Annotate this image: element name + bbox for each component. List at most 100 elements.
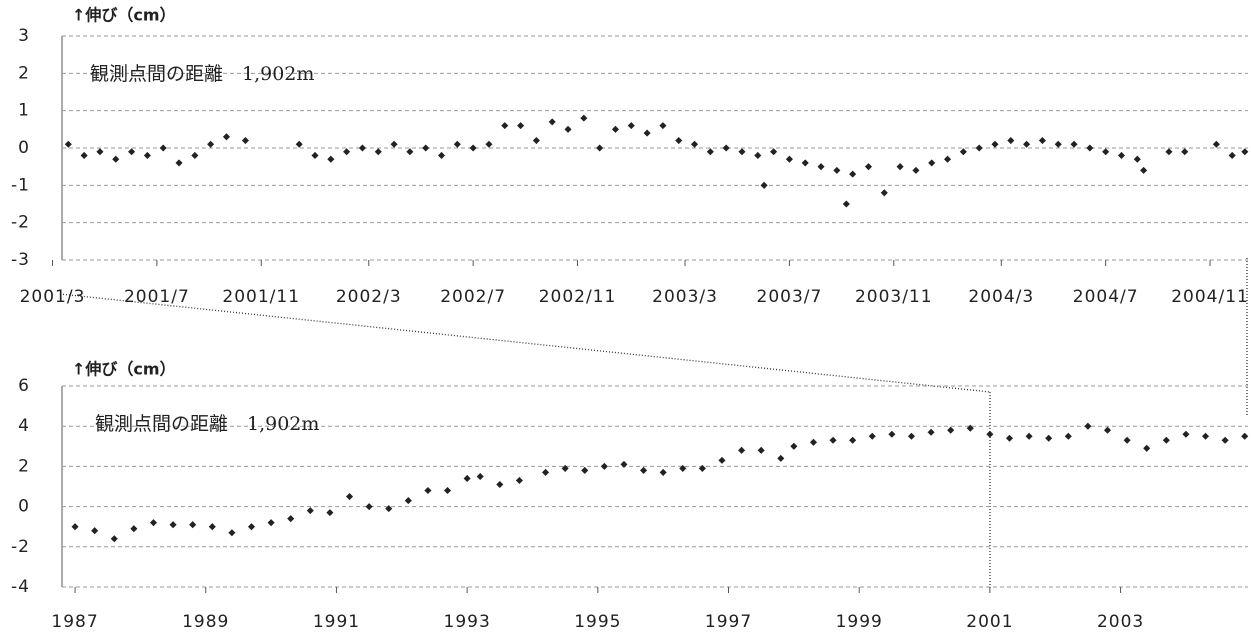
- point: [1133, 155, 1141, 163]
- point: [358, 144, 366, 152]
- point: [698, 464, 706, 472]
- point: [287, 515, 295, 523]
- point: [907, 432, 916, 440]
- point: [1212, 140, 1220, 148]
- point: [437, 151, 446, 160]
- point: [738, 446, 746, 454]
- x-tick-label: 2001: [966, 612, 1013, 632]
- y-tick-label: 6: [18, 376, 30, 396]
- point: [1201, 432, 1210, 440]
- y-tick-label: -2: [11, 213, 30, 233]
- point: [1241, 148, 1249, 156]
- point: [849, 436, 857, 444]
- point: [463, 474, 471, 482]
- point: [643, 129, 651, 137]
- point: [327, 155, 335, 163]
- point: [880, 189, 888, 197]
- point: [267, 519, 275, 527]
- point: [1143, 444, 1151, 452]
- point: [453, 140, 461, 148]
- y-tick-label: 2: [18, 63, 30, 83]
- y-axis-label: ↑伸び（cm）: [72, 360, 176, 379]
- point: [469, 144, 477, 152]
- x-tick-label: 1989: [182, 612, 229, 632]
- x-tick-label: 1993: [444, 612, 491, 632]
- x-tick-label: 2001/7: [124, 287, 190, 307]
- point: [343, 148, 351, 156]
- point: [620, 460, 628, 468]
- point: [1086, 144, 1094, 152]
- point: [1102, 148, 1110, 156]
- point: [627, 122, 635, 130]
- point: [476, 472, 484, 480]
- point: [659, 122, 667, 130]
- point: [1038, 136, 1046, 145]
- x-tick-label: 2004/7: [1073, 287, 1139, 307]
- point: [406, 148, 414, 156]
- point: [611, 125, 620, 133]
- point: [809, 438, 817, 446]
- x-tick-label: 2003: [1097, 612, 1144, 632]
- y-tick-label: -2: [11, 537, 30, 557]
- y-tick-label: 2: [18, 456, 30, 476]
- x-tick-label: 2004/11: [1171, 287, 1249, 307]
- point: [986, 430, 994, 438]
- point: [1117, 151, 1126, 160]
- point: [722, 144, 730, 152]
- point: [1241, 432, 1249, 440]
- x-tick-label: 1987: [51, 612, 98, 632]
- point: [422, 144, 430, 152]
- point: [326, 509, 334, 517]
- point: [690, 140, 699, 148]
- point: [1045, 434, 1053, 442]
- point: [71, 523, 79, 531]
- point: [561, 464, 569, 472]
- point: [1221, 436, 1229, 444]
- point: [868, 432, 876, 440]
- point: [864, 163, 873, 171]
- annotation: 観測点間の距離 1,902m: [90, 63, 314, 85]
- point: [785, 155, 793, 163]
- zoom-connector: [59, 293, 991, 393]
- point: [247, 523, 256, 531]
- point: [888, 430, 896, 438]
- point: [912, 166, 920, 174]
- point: [390, 140, 398, 148]
- point: [928, 159, 936, 167]
- x-tick-label: 2003/3: [652, 287, 718, 307]
- point: [295, 140, 303, 148]
- x-tick-label: 1991: [313, 612, 360, 632]
- point: [191, 151, 199, 160]
- y-tick-label: -4: [11, 577, 30, 597]
- point: [580, 114, 588, 122]
- point: [1140, 166, 1148, 174]
- point: [849, 170, 857, 178]
- point: [1181, 148, 1189, 156]
- x-tick-label: 2001/11: [222, 287, 300, 307]
- point: [738, 148, 746, 156]
- point: [80, 151, 88, 160]
- point: [365, 503, 373, 511]
- point: [110, 535, 118, 543]
- point: [1025, 432, 1033, 440]
- y-tick-label: -3: [11, 250, 30, 270]
- point: [1123, 436, 1131, 444]
- point: [896, 163, 904, 171]
- point: [975, 144, 983, 152]
- x-tick-label: 2002/11: [539, 287, 617, 307]
- connectors: [59, 258, 1248, 590]
- point: [944, 155, 952, 163]
- point: [159, 144, 167, 152]
- point: [241, 136, 249, 145]
- point: [404, 497, 412, 505]
- point: [1070, 140, 1078, 148]
- point: [679, 464, 687, 472]
- point: [222, 133, 230, 141]
- point: [1023, 140, 1031, 148]
- point: [443, 486, 452, 495]
- point: [424, 486, 432, 495]
- point: [345, 493, 354, 501]
- point: [1182, 430, 1190, 438]
- point: [175, 159, 183, 167]
- point: [817, 163, 825, 171]
